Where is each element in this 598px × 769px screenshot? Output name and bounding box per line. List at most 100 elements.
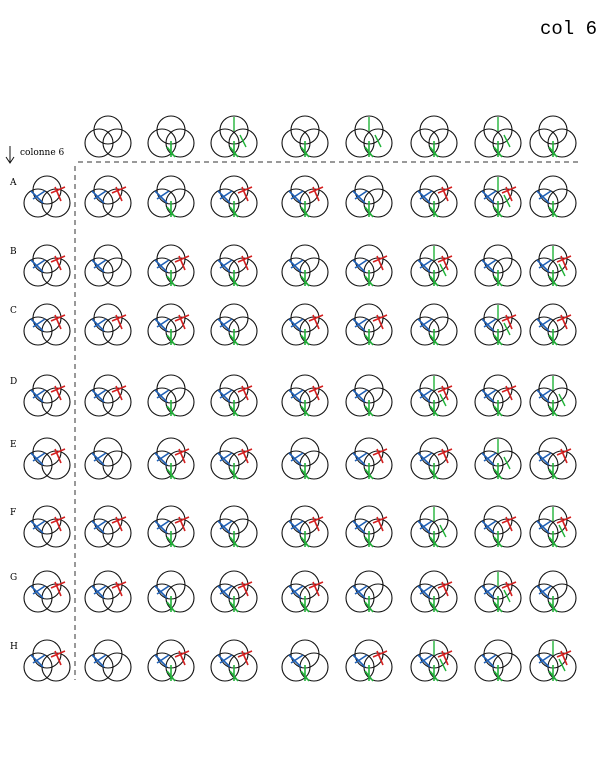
knot [345,115,393,158]
knot [529,437,577,480]
knot [147,303,195,346]
knot [84,244,132,287]
knot [23,244,71,287]
knot [210,175,258,218]
knot [345,303,393,346]
knot [23,303,71,346]
knot [210,303,258,346]
knot [23,437,71,480]
knot-outline [23,244,71,287]
knot [345,374,393,417]
knot [23,570,71,613]
knot-outline [23,570,71,613]
knot [345,570,393,613]
knot [474,639,522,682]
row-label: F [10,508,16,518]
knot [474,303,522,346]
knot [281,505,329,548]
knot [281,175,329,218]
knot [474,115,522,158]
column-label: colonne 6 [20,148,65,158]
knot-outline [84,175,132,218]
knot [345,175,393,218]
knot [281,437,329,480]
knot-outline [23,437,71,480]
knot [474,175,522,218]
knot-outline [23,374,71,417]
knot [529,570,577,613]
knot [410,505,458,548]
knot [410,639,458,682]
row-label: C [10,306,17,316]
knot [281,244,329,287]
knot-outline [23,505,71,548]
knot [281,639,329,682]
knot [147,115,195,158]
knot-outline [84,115,132,158]
knot [210,437,258,480]
knot [410,303,458,346]
knot [529,303,577,346]
knot [84,303,132,346]
row-label: G [10,573,17,583]
row-label: E [10,440,17,450]
knot [529,639,577,682]
knot-outline [23,175,71,218]
knot [529,374,577,417]
knot [529,244,577,287]
knot [474,505,522,548]
knot [210,505,258,548]
knot [147,437,195,480]
knot-outline [23,303,71,346]
knot [147,570,195,613]
knot [84,374,132,417]
knot [474,244,522,287]
row-label: B [10,247,17,257]
knot [529,115,577,158]
knot [410,175,458,218]
knot [210,570,258,613]
knot [84,570,132,613]
knot [147,374,195,417]
knot-outline [84,505,132,548]
knot [84,175,132,218]
knot [410,115,458,158]
knot [23,639,71,682]
knot [210,639,258,682]
knot [345,244,393,287]
knot-outline [23,639,71,682]
row-label: H [10,642,18,652]
knot [410,244,458,287]
knot [147,244,195,287]
knot [84,115,132,158]
arrow [5,146,15,164]
knot-outline [84,374,132,417]
knot [210,244,258,287]
knot [147,639,195,682]
knot [345,639,393,682]
knot [84,437,132,480]
knot-outline [84,303,132,346]
knot [210,374,258,417]
knot [84,639,132,682]
knot [474,374,522,417]
knot [474,570,522,613]
knot [345,437,393,480]
knot-outline [84,570,132,613]
knot [281,374,329,417]
knot [410,437,458,480]
knot [410,570,458,613]
knot [281,115,329,158]
row-label: A [9,178,17,188]
row-label: D [10,377,17,387]
knot-outline [84,244,132,287]
knot [345,505,393,548]
knot-grid [23,115,577,682]
knot [281,303,329,346]
knot [23,374,71,417]
knot [23,505,71,548]
knot [410,374,458,417]
knot [147,175,195,218]
